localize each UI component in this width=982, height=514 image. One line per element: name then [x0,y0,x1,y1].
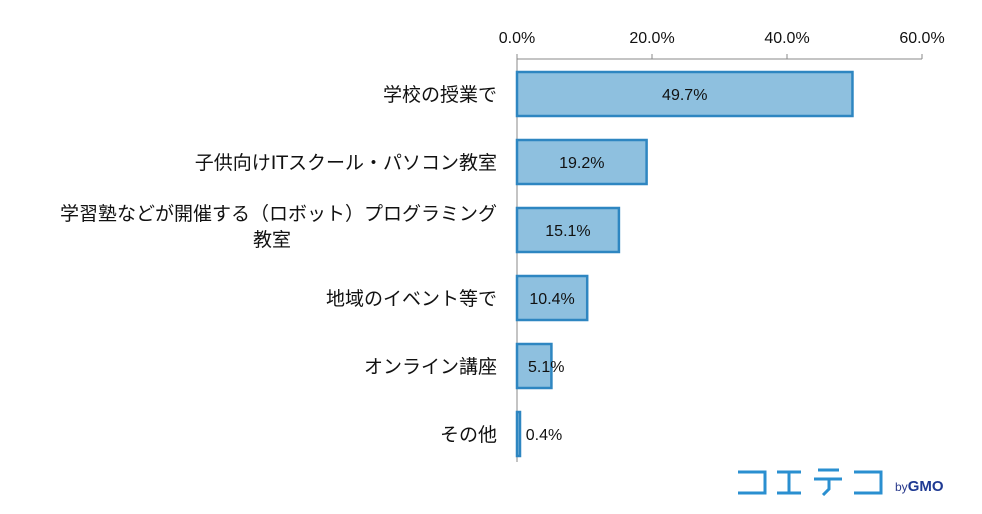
x-tick-label: 0.0% [499,30,535,47]
data-label: 10.4% [529,291,574,308]
category-label: 子供向けITスクール・パソコン教室 [195,152,497,174]
logo-by-text: by [895,480,908,494]
bar [515,274,589,322]
data-label: 49.7% [662,87,707,104]
category-label: 学校の授業で [383,84,497,106]
data-label: 0.4% [526,427,562,444]
bar [515,138,648,186]
bar [515,206,621,254]
data-label: 5.1% [528,359,564,376]
bar [515,70,854,118]
category-label: 学習塾などが開催する（ロボット）プログラミング [60,203,497,225]
x-tick-label: 60.0% [899,30,944,47]
logo-gmo-text: GMO [907,478,944,495]
x-tick-label: 40.0% [764,30,809,47]
bar [515,410,522,458]
data-label: 15.1% [545,223,590,240]
brand-logo: by GMO [735,466,944,496]
category-label: その他 [440,424,497,446]
coeteco-logo-icon [738,468,883,496]
data-label: 19.2% [559,155,604,172]
category-label: 教室 [253,229,291,251]
x-tick-label: 20.0% [629,30,674,47]
category-label: 地域のイベント等で [326,288,497,310]
bar [515,342,553,390]
category-label: オンライン講座 [364,356,497,378]
